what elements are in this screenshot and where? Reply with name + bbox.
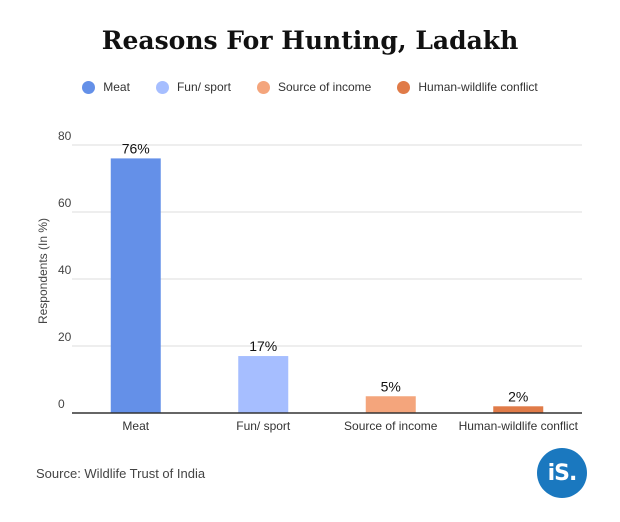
legend-label-meat: Meat	[103, 80, 130, 94]
legend: Meat Fun/ sport Source of income Human-w…	[0, 80, 620, 94]
y-tick-label-20: 20	[58, 330, 72, 344]
data-label-1: 17%	[249, 338, 277, 354]
legend-item-fun-sport: Fun/ sport	[155, 80, 231, 94]
x-tick-label-3: Human-wildlife conflict	[459, 419, 579, 433]
y-tick-label-0: 0	[58, 397, 65, 411]
data-label-3: 2%	[508, 388, 528, 404]
source-note: Source: Wildlife Trust of India	[36, 466, 206, 481]
indiaspend-logo: iS.	[537, 448, 587, 498]
bar-3	[493, 406, 544, 413]
legend-swatch-meat	[82, 80, 96, 94]
legend-swatch-income	[256, 80, 270, 94]
data-label-2: 5%	[381, 378, 401, 394]
y-tick-label-60: 60	[58, 196, 72, 210]
legend-swatch-conflict	[397, 80, 411, 94]
chart-title: Reasons For Hunting, Ladakh	[101, 26, 519, 55]
x-tick-label-2: Source of income	[344, 419, 438, 433]
bar-2	[365, 396, 416, 413]
x-tick-label-0: Meat	[122, 419, 149, 433]
bar-0	[110, 158, 161, 413]
legend-label-conflict: Human-wildlife conflict	[418, 80, 538, 94]
legend-swatch-fun-sport	[155, 80, 169, 94]
legend-label-income: Source of income	[277, 80, 372, 94]
bar-1	[238, 356, 289, 413]
legend-item-meat: Meat	[82, 80, 130, 94]
x-tick-label-1: Fun/ sport	[236, 419, 291, 433]
y-axis-label: Respondents (In %)	[36, 218, 50, 324]
legend-item-income: Source of income	[256, 80, 372, 94]
legend-item-conflict: Human-wildlife conflict	[397, 80, 538, 94]
legend-label-fun-sport: Fun/ sport	[176, 80, 231, 94]
data-label-0: 76%	[122, 140, 150, 156]
y-tick-label-40: 40	[58, 263, 72, 277]
y-tick-label-80: 80	[58, 129, 72, 143]
